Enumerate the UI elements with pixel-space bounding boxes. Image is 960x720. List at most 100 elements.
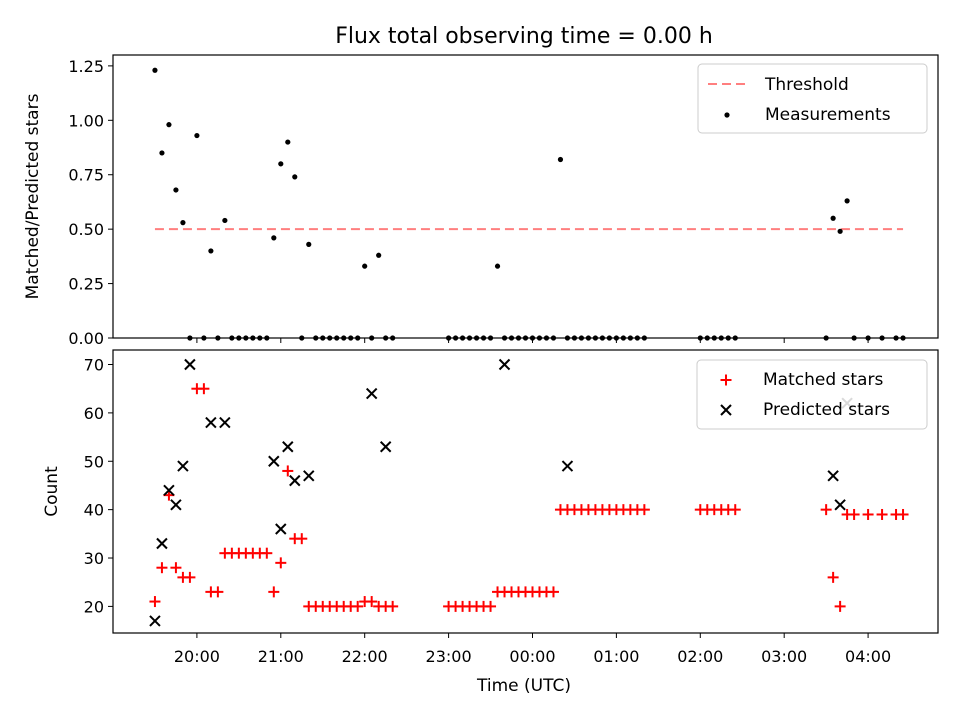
matched-star-point — [547, 586, 559, 598]
matched-star-point — [834, 600, 846, 612]
bottom-y-tick-label: 30 — [84, 549, 104, 568]
measurement-point — [830, 215, 836, 221]
predicted-star-point — [827, 470, 839, 482]
bottom-legend-box — [696, 359, 928, 430]
matched-star-point — [485, 600, 497, 612]
top-y-tick-label: 0.75 — [68, 166, 104, 185]
bottom-x-axis: 20:00 21:00 22:00 23:00 00:00 01:00 02:00 03:00… — [174, 633, 891, 666]
top-y-tick-label: 0.25 — [68, 275, 104, 294]
measurement-point — [844, 198, 850, 204]
x-tick-label: 20:00 — [174, 647, 220, 666]
measurement-point — [194, 132, 200, 139]
matched-star-point — [352, 600, 364, 612]
bottom-y-tick-label: 60 — [84, 404, 104, 423]
matched-star-point — [827, 571, 839, 583]
bottom-y-axis: 20 30 40 50 60 70 — [84, 356, 113, 616]
predicted-star-point — [834, 499, 846, 511]
measurement-point — [208, 248, 214, 254]
legend-predicted-swatch — [720, 404, 732, 416]
measurement-point — [166, 122, 172, 128]
predicted-star-point — [149, 615, 161, 627]
x-tick-label: 01:00 — [593, 647, 639, 666]
matched-star-point — [261, 547, 273, 559]
matched-star-point — [170, 562, 182, 574]
matched-star-point — [862, 508, 874, 520]
top-panel: 0.00 0.25 0.50 0.75 1.00 1.25 Matched/Predict… — [23, 54, 939, 348]
measurement-point — [173, 187, 179, 193]
predicted-stars-series — [149, 358, 853, 627]
x-tick-label: 22:00 — [342, 647, 388, 666]
measurement-point — [376, 252, 382, 258]
predicted-star-point — [219, 416, 231, 429]
predicted-star-point — [184, 358, 196, 371]
predicted-star-point — [170, 499, 182, 511]
x-tick-label: 00:00 — [509, 647, 555, 666]
measurement-point — [159, 150, 165, 156]
matched-star-point — [198, 383, 210, 395]
top-legend-box — [697, 63, 928, 134]
predicted-star-point — [177, 460, 189, 472]
legend-matched-swatch — [720, 374, 732, 386]
measurement-point — [180, 220, 186, 226]
legend-threshold-label: Threshold — [764, 75, 849, 95]
x-tick-label: 04:00 — [845, 647, 891, 666]
x-axis-label: Time (UTC) — [476, 676, 571, 696]
predicted-star-point — [289, 474, 301, 487]
chart-title: Flux total observing time = 0.00 h — [335, 24, 713, 49]
predicted-star-point — [275, 523, 287, 535]
predicted-star-point — [498, 358, 511, 371]
matched-star-point — [897, 508, 909, 520]
matched-star-point — [638, 504, 650, 516]
top-plot-frame — [112, 54, 939, 339]
bottom-panel: 20 30 40 50 60 70 20:00 21:00 22:00 23:00 00:00 01… — [42, 349, 939, 696]
x-tick-label: 23:00 — [426, 647, 472, 666]
predicted-star-point — [268, 455, 280, 467]
top-y-axis-label: Matched/Predicted stars — [23, 93, 43, 299]
matched-star-point — [876, 508, 888, 520]
legend-measurements-label: Measurements — [765, 105, 891, 125]
measurement-point — [152, 67, 158, 73]
bottom-y-tick-label: 40 — [84, 501, 104, 520]
measurement-point — [362, 263, 368, 269]
legend-measurements-swatch — [724, 112, 730, 118]
matched-stars-series — [149, 383, 909, 612]
top-legend: Threshold Measurements — [697, 63, 928, 134]
measurement-point — [285, 139, 291, 145]
top-y-tick-label: 0.50 — [68, 220, 104, 239]
matched-star-point — [212, 586, 224, 598]
matched-star-point — [296, 533, 308, 545]
matched-star-point — [282, 465, 294, 477]
measurement-point — [292, 174, 298, 180]
measurements-series — [152, 67, 906, 341]
top-y-axis: 0.00 0.25 0.50 0.75 1.00 1.25 — [68, 57, 113, 348]
top-y-tick-label: 1.25 — [68, 57, 104, 76]
bottom-y-axis-label: Count — [42, 466, 62, 517]
x-tick-label: 02:00 — [677, 647, 723, 666]
matched-star-point — [366, 596, 378, 608]
top-y-tick-label: 0.00 — [68, 329, 104, 348]
predicted-star-point — [561, 460, 574, 472]
predicted-star-point — [156, 537, 168, 550]
bottom-y-tick-label: 70 — [84, 356, 104, 375]
measurement-point — [271, 235, 277, 241]
legend-matched-label: Matched stars — [763, 370, 883, 390]
bottom-legend: Matched stars Predicted stars — [696, 359, 928, 430]
measurement-point — [278, 161, 284, 167]
matched-star-point — [156, 562, 168, 574]
predicted-star-point — [205, 416, 217, 429]
bottom-y-tick-label: 50 — [84, 452, 104, 471]
measurement-point — [306, 241, 312, 247]
matched-star-point — [275, 557, 287, 569]
predicted-star-point — [303, 470, 315, 482]
x-tick-label: 03:00 — [761, 647, 807, 666]
x-tick-label: 21:00 — [258, 647, 304, 666]
legend-predicted-label: Predicted stars — [763, 400, 890, 420]
bottom-plot-frame — [112, 349, 939, 634]
predicted-star-point — [379, 441, 392, 453]
predicted-star-point — [282, 441, 294, 453]
measurement-point — [837, 228, 843, 234]
matched-star-point — [184, 571, 196, 583]
top-y-tick-label: 1.00 — [68, 111, 104, 130]
measurement-point — [494, 263, 501, 269]
